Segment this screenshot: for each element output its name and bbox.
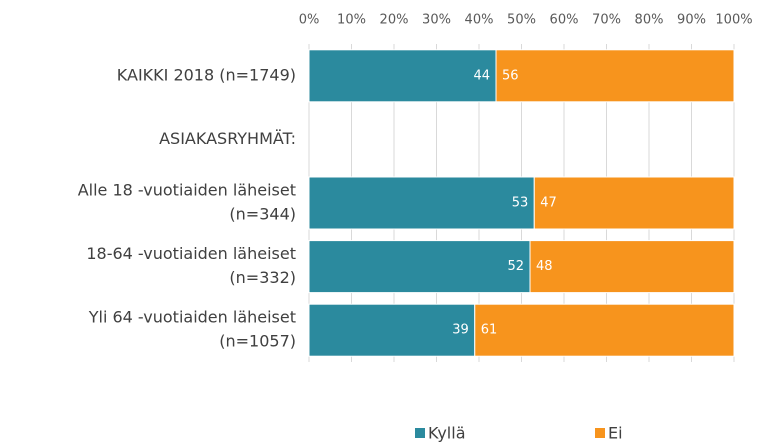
y-tick-label: KAIKKI 2018 (n=1749) [117, 65, 296, 84]
legend-swatch [595, 428, 605, 438]
bar-segment [308, 240, 531, 294]
value-label: 53 [512, 196, 529, 211]
y-tick-label: Yli 64 -vuotiaiden läheiset [88, 308, 296, 327]
x-tick-label: 60% [550, 13, 579, 28]
y-tick-label: ASIAKASRYHMÄT: [159, 129, 296, 148]
bar-segment [308, 49, 497, 103]
value-label: 52 [507, 259, 524, 274]
y-tick-label: (n=1057) [219, 332, 296, 351]
x-tick-label: 70% [592, 13, 621, 28]
legend-label: Kyllä [428, 424, 466, 443]
bar-segment [495, 49, 735, 103]
y-tick-label: (n=332) [229, 268, 296, 287]
y-tick-label: (n=344) [229, 205, 296, 224]
y-tick-label: Alle 18 -vuotiaiden läheiset [78, 181, 296, 200]
x-tick-label: 80% [635, 13, 664, 28]
x-tick-label: 50% [507, 13, 536, 28]
y-tick-label: 18-64 -vuotiaiden läheiset [86, 244, 296, 263]
x-tick-label: 0% [299, 13, 320, 28]
x-tick-label: 40% [465, 13, 494, 28]
value-label: 39 [452, 323, 469, 338]
value-label: 48 [536, 259, 553, 274]
legend-swatch [415, 428, 425, 438]
value-label: 47 [540, 196, 557, 211]
bar-segment [533, 176, 735, 230]
x-tick-label: 30% [422, 13, 451, 28]
value-label: 44 [473, 68, 490, 83]
bar-segment [308, 303, 476, 357]
x-tick-label: 90% [677, 13, 706, 28]
value-label: 61 [481, 323, 498, 338]
value-label: 56 [502, 68, 519, 83]
x-tick-label: 10% [337, 13, 366, 28]
legend-label: Ei [608, 424, 623, 443]
bar-segment [474, 303, 735, 357]
x-tick-label: 100% [715, 13, 752, 28]
bar-segment [308, 176, 535, 230]
bar-segment [529, 240, 735, 294]
x-tick-label: 20% [380, 13, 409, 28]
